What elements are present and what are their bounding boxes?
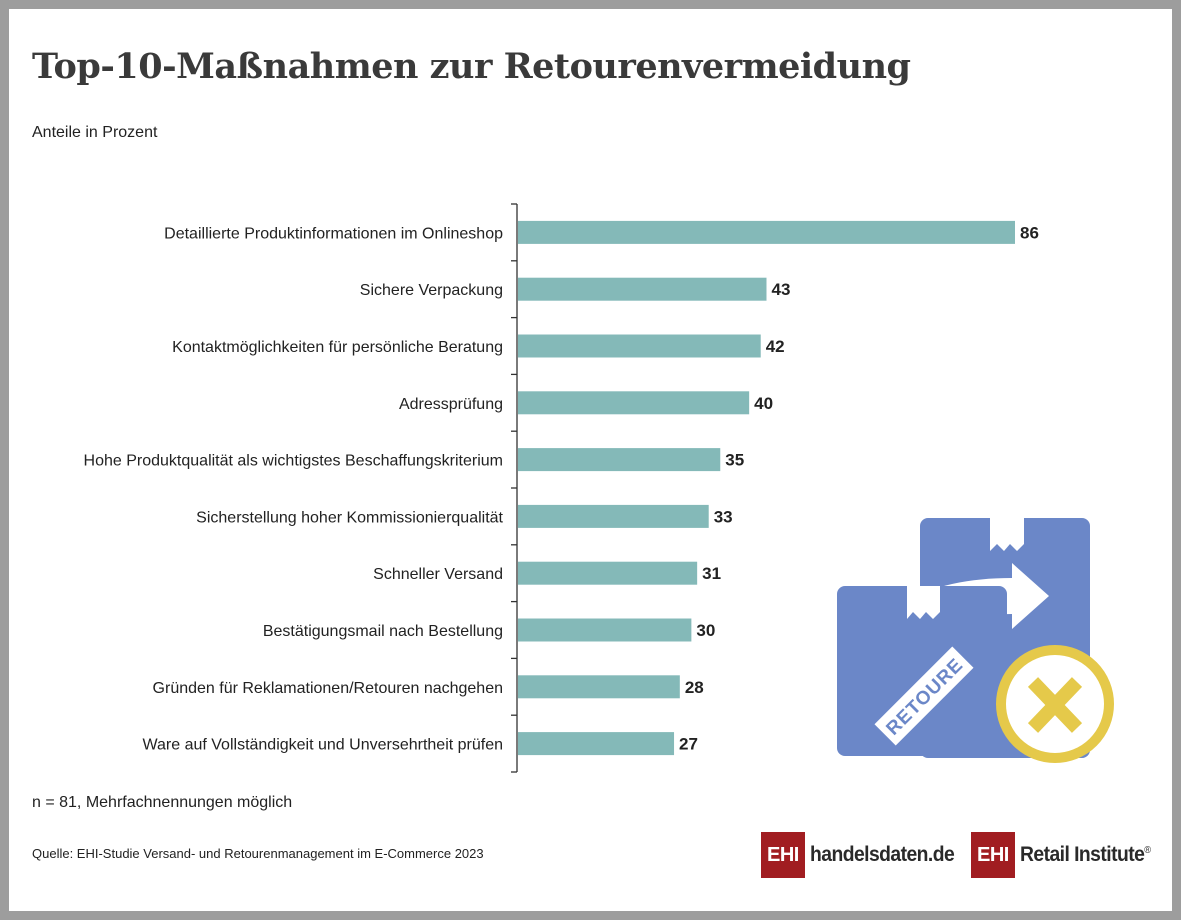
- back-package-tape: [990, 518, 1024, 551]
- return-package-illustration: RETOURE: [837, 518, 1114, 763]
- chart-title: Top-10-Maßnahmen zur Retourenvermeidung: [32, 46, 911, 87]
- ehi-logo-box: EHI: [971, 832, 1015, 878]
- handelsdaten-logo[interactable]: EHI handelsdaten.de: [761, 832, 967, 878]
- category-label: Adressprüfung: [399, 396, 503, 413]
- handelsdaten-logo-text: handelsdaten.de: [809, 843, 955, 866]
- category-label: Gründen für Reklamationen/Retouren nachg…: [153, 680, 503, 697]
- category-label: Detaillierte Produktinformationen im Onl…: [164, 225, 503, 242]
- bar: [518, 618, 692, 642]
- bar: [518, 277, 767, 301]
- front-package-tape: [907, 586, 940, 619]
- category-label: Ware auf Vollständigkeit und Unversehrth…: [143, 737, 504, 754]
- front-package-icon: [837, 586, 1007, 756]
- value-label: 86: [1020, 223, 1039, 242]
- bar: [518, 561, 698, 585]
- bar: [518, 334, 761, 358]
- value-label: 42: [766, 337, 785, 356]
- bar: [518, 448, 721, 472]
- value-label: 33: [714, 507, 733, 526]
- category-label: Hohe Produktqualität als wichtigstes Bes…: [84, 453, 503, 470]
- retail-institute-text: Retail Institute: [1019, 843, 1145, 866]
- category-label: Sichere Verpackung: [360, 282, 503, 299]
- retoure-label-box: [874, 646, 974, 746]
- cross-icon: [1027, 677, 1083, 733]
- value-label: 31: [702, 564, 721, 583]
- value-label: 30: [696, 621, 715, 640]
- category-label: Sicherstellung hoher Kommissionierqualit…: [196, 509, 503, 526]
- registered-mark: ®: [1144, 845, 1151, 856]
- value-label: 40: [754, 394, 773, 413]
- value-label: 27: [679, 735, 698, 754]
- value-label: 43: [772, 280, 791, 299]
- source-note: Quelle: EHI-Studie Versand- und Retouren…: [32, 846, 484, 861]
- category-label: Bestätigungsmail nach Bestellung: [263, 623, 503, 640]
- bar: [518, 220, 1015, 244]
- value-label: 28: [685, 678, 704, 697]
- retail-institute-logo-text: Retail Institute®: [1020, 843, 1151, 867]
- bar-chart: Detaillierte Produktinformationen im Onl…: [84, 203, 1039, 773]
- bar: [518, 504, 709, 528]
- bar: [518, 675, 680, 699]
- bar: [518, 391, 750, 415]
- handelsdaten-logo-box: EHI: [761, 832, 805, 878]
- category-label: Kontaktmöglichkeiten für persönliche Ber…: [172, 339, 503, 356]
- value-label: 35: [725, 451, 744, 470]
- ehi-retail-institute-logo[interactable]: EHI Retail Institute®: [971, 832, 1162, 878]
- sample-note: n = 81, Mehrfachnennungen möglich: [32, 794, 293, 811]
- bar: [518, 732, 675, 756]
- chart-subtitle: Anteile in Prozent: [32, 124, 158, 141]
- category-label: Schneller Versand: [373, 566, 503, 583]
